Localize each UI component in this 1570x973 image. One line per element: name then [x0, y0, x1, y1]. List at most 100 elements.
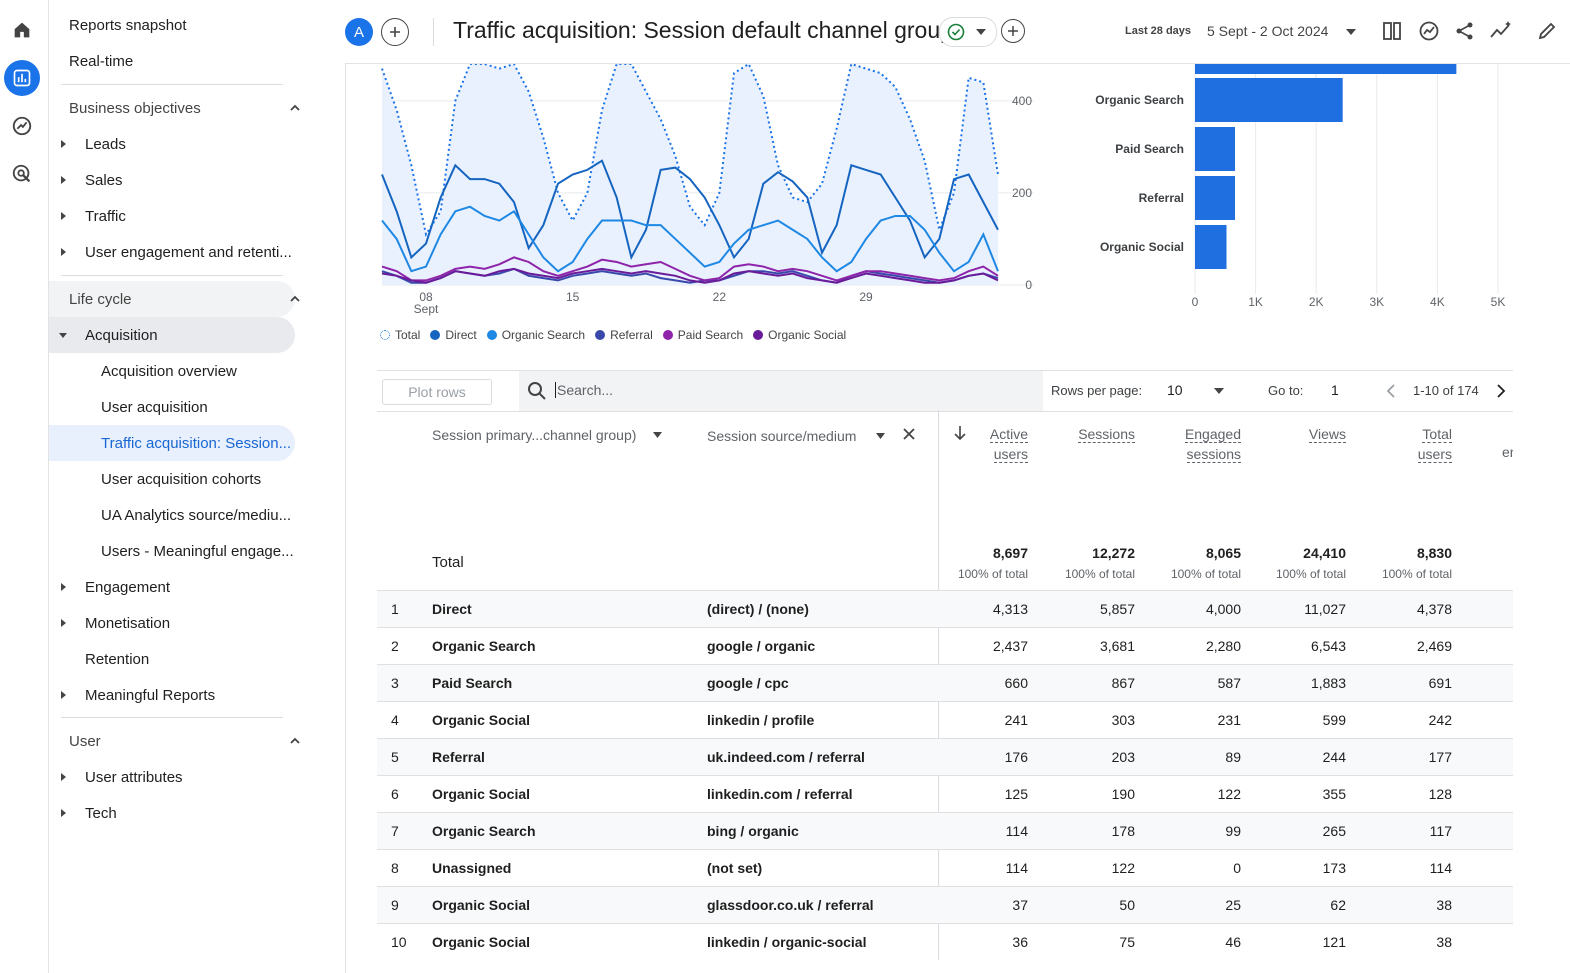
sidebar-item-acquisition[interactable]: Acquisition — [59, 317, 158, 353]
table-row[interactable]: 3 Paid Search google / cpc 660 867 587 1,883 69… — [377, 664, 1513, 702]
next-page-icon[interactable] — [1496, 384, 1506, 398]
goto-input[interactable]: 1 — [1331, 382, 1339, 398]
table-row[interactable]: 2 Organic Search google / organic 2,437 3,68… — [377, 627, 1513, 665]
sidebar-item-retention[interactable]: Retention — [85, 650, 150, 668]
sidebar-item-traffic[interactable]: Traffic — [61, 198, 126, 234]
sidebar-item-meaningful-reports[interactable]: Meaningful Reports — [61, 677, 215, 713]
table-row[interactable]: 7 Organic Search bing / organic 114 178 99 265… — [377, 812, 1513, 850]
section-user[interactable]: User — [49, 723, 315, 759]
icon-rail — [0, 0, 49, 973]
legend-item[interactable]: Paid Search — [662, 328, 743, 342]
home-icon[interactable] — [4, 12, 40, 48]
metric-cell: 176 — [1004, 749, 1028, 765]
legend-item[interactable]: Total — [380, 328, 420, 342]
plot-rows-button[interactable]: Plot rows — [382, 379, 492, 405]
explore-icon[interactable] — [4, 108, 40, 144]
sidebar-item-reports-snapshot[interactable]: Reports snapshot — [69, 16, 187, 34]
y-tick-label: 400 — [1012, 94, 1032, 108]
bar-direct[interactable] — [1195, 64, 1457, 74]
metric-cell: 2,469 — [1416, 638, 1452, 654]
dim1-dropdown-icon[interactable] — [653, 432, 662, 438]
sidebar-item-traffic-acquisition[interactable]: Traffic acquisition: Session... — [101, 434, 292, 452]
rows-dropdown-arrow-icon[interactable] — [1214, 388, 1224, 394]
advertising-icon[interactable] — [4, 156, 40, 192]
legend-item[interactable]: Organic Social — [753, 328, 846, 342]
table-row[interactable]: 6 Organic Social linkedin.com / referral 12… — [377, 775, 1513, 813]
table-row[interactable]: 4 Organic Social linkedin / profile 241 303 2… — [377, 701, 1513, 739]
caret-right-icon — [61, 176, 66, 184]
bar-paid-search[interactable] — [1195, 127, 1235, 171]
header-sessions[interactable]: Sessions — [1055, 424, 1135, 444]
status-dropdown[interactable] — [939, 17, 997, 47]
channel-group-cell: Paid Search — [432, 675, 513, 691]
edit-pencil-icon[interactable] — [1536, 20, 1558, 42]
bar-organic-search[interactable] — [1195, 78, 1343, 122]
x-tick-label: 08 — [419, 290, 433, 304]
table-row[interactable]: 9 Organic Social glassdoor.co.uk / referra… — [377, 886, 1513, 924]
series-line-organic-search[interactable] — [381, 205, 999, 273]
rows-per-page-select[interactable]: 10 — [1167, 382, 1183, 398]
header-views[interactable]: Views — [1266, 424, 1346, 444]
table-row[interactable]: 8 Unassigned (not set) 114 122 0 173 114 — [377, 849, 1513, 887]
bar-organic-social[interactable] — [1195, 225, 1227, 269]
series-line-organic-social[interactable] — [381, 267, 999, 284]
dim2-dropdown-icon[interactable] — [876, 433, 885, 439]
table-row[interactable]: 1 Direct (direct) / (none) 4,313 5,857 4,000 1… — [377, 590, 1513, 628]
sidebar-item-user-acquisition-cohorts[interactable]: User acquisition cohorts — [101, 470, 262, 488]
add-icon[interactable] — [1001, 19, 1025, 43]
section-business-objectives[interactable]: Business objectives — [49, 90, 315, 126]
sidebar-item-users-meaningful[interactable]: Users - Meaningful engage... — [101, 542, 294, 560]
header-active-users[interactable]: Active users — [948, 424, 1028, 464]
sidebar-item-leads[interactable]: Leads — [61, 126, 126, 162]
header-engaged-sessions[interactable]: Engaged sessions — [1141, 424, 1241, 464]
anomaly-icon[interactable] — [1489, 20, 1513, 42]
prev-page-icon[interactable] — [1386, 384, 1396, 398]
sidebar-item-engagement[interactable]: Engagement — [61, 569, 170, 605]
x-tick-label: 2K — [1309, 295, 1324, 309]
compare-icon[interactable] — [1381, 20, 1403, 42]
sidebar-item-tech[interactable]: Tech — [61, 795, 117, 831]
table-row[interactable]: 5 Referral uk.indeed.com / referral 176 203 8… — [377, 738, 1513, 776]
dimension-2-header[interactable]: Session source/medium — [707, 428, 857, 444]
legend-swatch — [380, 330, 390, 340]
search-box[interactable]: Search... — [519, 371, 1043, 411]
series-line-total[interactable] — [381, 64, 999, 237]
header-total-users[interactable]: Total users — [1372, 424, 1452, 464]
line-chart[interactable]: 0 200 400 08 15 22 29 Sept — [372, 64, 1052, 320]
section-life-cycle[interactable]: Life cycle — [49, 281, 315, 317]
add-comparison-icon[interactable] — [381, 18, 409, 46]
metric-cell: 587 — [1217, 675, 1241, 691]
series-line-direct[interactable] — [381, 159, 999, 261]
date-range-picker[interactable]: 5 Sept - 2 Oct 2024 — [1207, 23, 1329, 39]
sidebar-item-acquisition-overview[interactable]: Acquisition overview — [101, 362, 237, 380]
sidebar-item-user-engagement[interactable]: User engagement and retenti... — [61, 234, 292, 270]
sidebar-item-sales[interactable]: Sales — [61, 162, 123, 198]
sort-descending-icon[interactable] — [954, 425, 966, 441]
sidebar-item-ua-analytics[interactable]: UA Analytics source/mediu... — [101, 506, 292, 524]
insights-icon[interactable] — [1418, 20, 1440, 42]
report-header: A Traffic acquisition: Session default c… — [345, 0, 1570, 64]
sidebar-item-monetisation[interactable]: Monetisation — [61, 605, 170, 641]
reports-icon[interactable] — [4, 60, 40, 96]
comparison-avatar[interactable]: A — [345, 18, 373, 46]
sidebar-item-real-time[interactable]: Real-time — [69, 52, 134, 70]
table-row[interactable]: 10 Organic Social linkedin / organic-socia… — [377, 923, 1513, 961]
bar-chart[interactable]: 0 1K 2K 3K 4K 5K Organic Search Paid Search Refe… — [1080, 64, 1520, 320]
header-partial-column[interactable]: er — [1502, 444, 1513, 460]
y-tick-label: 0 — [1025, 278, 1032, 292]
legend-item[interactable]: Referral — [595, 328, 653, 342]
bar-referral[interactable] — [1195, 176, 1235, 220]
date-dropdown-arrow-icon[interactable] — [1346, 29, 1356, 35]
metric-cell: 114 — [1429, 860, 1452, 876]
series-line-paid-search[interactable] — [381, 256, 999, 282]
legend-item[interactable]: Organic Search — [486, 328, 585, 342]
y-tick-label: 200 — [1012, 186, 1032, 200]
row-number: 2 — [391, 638, 399, 654]
sidebar-item-user-acquisition[interactable]: User acquisition — [101, 398, 208, 416]
caret-right-icon — [61, 248, 66, 256]
sidebar-item-user-attributes[interactable]: User attributes — [61, 759, 183, 795]
dimension-1-header[interactable]: Session primary...channel group) — [432, 427, 637, 443]
share-icon[interactable] — [1454, 20, 1476, 42]
legend-item[interactable]: Direct — [430, 328, 477, 342]
remove-dimension-icon[interactable] — [903, 428, 915, 440]
